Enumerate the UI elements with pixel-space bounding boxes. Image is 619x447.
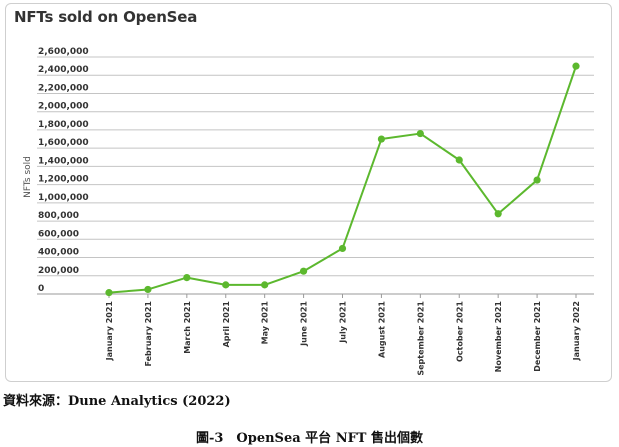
x-tick-label: June 2021 xyxy=(300,301,309,347)
data-point xyxy=(299,267,308,275)
x-tick-label: May 2021 xyxy=(261,301,270,345)
x-tick-label: December 2021 xyxy=(533,301,542,372)
x-tick-label: January 2021 xyxy=(105,301,114,362)
x-tick-label: October 2021 xyxy=(455,301,464,362)
x-tick-label: January 2022 xyxy=(572,301,581,361)
y-tick-label: 1,000,000 xyxy=(38,193,89,203)
y-tick-label: 1,200,000 xyxy=(38,175,89,185)
x-tick-label: September 2021 xyxy=(416,301,425,376)
data-point xyxy=(494,210,502,218)
x-tick-label: April 2021 xyxy=(222,301,231,348)
x-tick-label: July 2021 xyxy=(339,301,348,344)
y-tick-label: 800,000 xyxy=(38,211,79,221)
data-point xyxy=(144,285,152,294)
y-tick-label: 1,600,000 xyxy=(38,138,89,148)
y-tick-label: 2,200,000 xyxy=(38,83,89,93)
series-path xyxy=(108,65,577,294)
y-tick-label: 400,000 xyxy=(38,248,79,258)
data-point xyxy=(222,281,230,289)
data-point xyxy=(377,135,386,143)
data-point xyxy=(261,281,269,289)
y-axis-ticks: 0 200,000 400,000 600,000 800,000 1,000,000 1,… xyxy=(38,47,89,294)
y-tick-label: 200,000 xyxy=(38,266,79,276)
figure-caption: 圖-3 OpenSea 平台 NFT 售出個數 xyxy=(195,431,424,446)
data-point xyxy=(533,176,541,184)
x-tick-label: February 2021 xyxy=(144,301,153,367)
x-tick-label: March 2021 xyxy=(183,301,192,354)
x-tick-label: August 2021 xyxy=(377,301,386,358)
y-tick-label: 0 xyxy=(38,284,44,294)
line-chart: 0 200,000 400,000 600,000 800,000 1,000,000 1,… xyxy=(23,47,594,376)
y-tick-label: 600,000 xyxy=(38,229,79,239)
data-point xyxy=(338,244,347,253)
series-line xyxy=(105,62,580,297)
data-point xyxy=(572,62,580,70)
x-tick-label: November 2021 xyxy=(494,301,503,373)
figure-source: 資料來源：Dune Analytics (2022) xyxy=(3,394,231,409)
chart-title: NFTs sold on OpenSea xyxy=(14,8,198,26)
x-axis-ticks: January 2021 February 2021 March 2021 April… xyxy=(105,294,581,376)
data-point xyxy=(183,273,191,282)
y-axis-label: NFTs sold xyxy=(23,156,33,198)
chart-frame xyxy=(5,3,612,382)
y-tick-label: 2,400,000 xyxy=(38,65,89,75)
gridlines xyxy=(37,56,594,295)
y-tick-label: 2,000,000 xyxy=(38,102,89,112)
data-point xyxy=(105,289,113,297)
data-point xyxy=(416,129,424,138)
y-tick-label: 2,600,000 xyxy=(38,47,89,57)
data-point xyxy=(455,156,463,164)
y-tick-label: 1,800,000 xyxy=(38,120,89,130)
y-tick-label: 1,400,000 xyxy=(38,156,89,166)
